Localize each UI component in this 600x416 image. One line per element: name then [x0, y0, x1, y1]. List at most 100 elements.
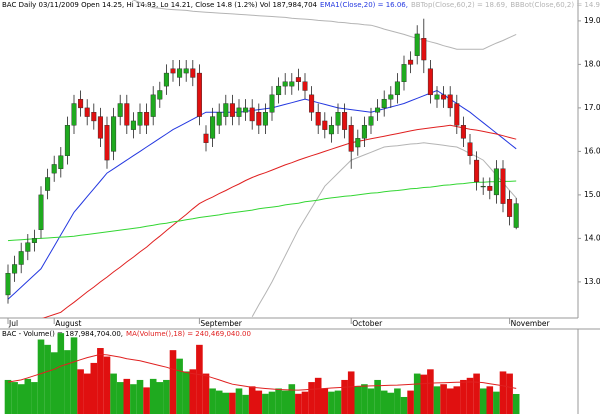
volume-bar — [31, 382, 38, 414]
volume-bar — [288, 384, 296, 414]
volume-bar — [64, 350, 71, 414]
volume-bar — [354, 386, 362, 414]
indicator-line — [7, 180, 517, 242]
volume-bar — [44, 344, 51, 414]
volume-bar — [268, 391, 276, 414]
volume-bar — [512, 393, 520, 414]
candle-body — [31, 238, 37, 243]
candle-body — [414, 33, 420, 56]
candle-body — [276, 85, 282, 96]
volume-bar — [50, 352, 58, 414]
candle-body — [38, 194, 44, 230]
y-tick-label: 18.0 — [584, 59, 600, 68]
volume-bar — [248, 386, 256, 414]
volume-bar — [486, 386, 494, 414]
candle-body — [361, 125, 367, 139]
volume-bar — [235, 388, 243, 414]
volume-bar — [222, 392, 230, 414]
candle-body — [150, 94, 156, 117]
volume-bar — [262, 393, 269, 414]
title: BAC Daily 03/11/2009 Open 14.25, Hi 14.9… — [2, 1, 318, 9]
volume-bar — [394, 388, 401, 414]
volume-bar — [328, 391, 335, 414]
candle-body — [78, 98, 84, 109]
volume-bar — [420, 374, 428, 414]
x-tick-label: October — [352, 319, 383, 328]
candle-body — [51, 164, 57, 174]
y-tick-label: 15.0 — [584, 190, 600, 199]
candle-body — [144, 112, 150, 126]
candle-body — [177, 68, 183, 78]
candle-body — [229, 103, 235, 117]
volume-bar — [427, 369, 434, 414]
candle-body — [454, 103, 460, 126]
volume-bar — [57, 333, 65, 414]
volume-bar — [136, 379, 144, 414]
candle-body — [295, 77, 301, 82]
y-tick-label: 13.0 — [584, 277, 600, 286]
volume-bar — [347, 371, 355, 414]
x-tick-label: November — [511, 319, 551, 328]
volume-bar — [103, 356, 111, 414]
candle-body — [84, 107, 90, 117]
candle-body — [111, 116, 117, 152]
candle-body — [104, 125, 110, 161]
candle-body — [216, 112, 222, 126]
x-tick-label: September — [200, 319, 242, 328]
volume-bar — [493, 391, 500, 414]
volume-bar — [400, 396, 408, 414]
volume-bar — [156, 382, 164, 414]
candle-body — [441, 94, 447, 100]
volume-plot — [4, 333, 520, 414]
candle-body — [289, 81, 295, 87]
price-plot — [5, 0, 519, 318]
volume-bar — [255, 390, 263, 414]
volume-bar — [209, 388, 216, 414]
candle-body — [91, 112, 97, 122]
candle-body — [170, 68, 176, 74]
volume-bar — [215, 390, 223, 414]
volume-bar — [37, 339, 45, 414]
volume-bar — [143, 387, 150, 414]
volume-bar — [17, 384, 25, 414]
volume-bar — [334, 390, 342, 414]
candle-body — [71, 103, 77, 126]
candle-body — [394, 81, 400, 96]
candle-body — [368, 116, 374, 126]
y-tick-label: 14.0 — [584, 233, 600, 242]
candle-body — [282, 81, 288, 87]
candle-body — [223, 103, 229, 117]
volume-header: BAC - Volume() = 187,984,704.00,MA(Volum… — [2, 330, 251, 338]
volume-bar — [281, 390, 289, 414]
volume-bar — [116, 382, 124, 414]
volume-bar — [149, 378, 157, 414]
volume-bar — [83, 373, 91, 414]
x-tick-label: August — [55, 319, 81, 328]
candle-body — [243, 107, 249, 113]
candle-body — [434, 94, 440, 100]
candle-body — [322, 120, 328, 130]
volume-bar — [295, 393, 302, 414]
candle-body — [500, 168, 506, 204]
candle-body — [163, 72, 169, 87]
volume-bar — [374, 379, 381, 414]
candle-body — [328, 125, 334, 135]
candle-body — [130, 120, 136, 130]
legend-entry: BBBot(Close,60,2) = 14.93, — [510, 1, 600, 9]
volume-bar — [70, 337, 78, 414]
candle-body — [348, 125, 354, 152]
legend-entry: BBTop(Close,60,2) = 18.69, — [411, 1, 507, 9]
candle-body — [460, 125, 466, 139]
volume-bar — [361, 384, 368, 414]
candle-body — [262, 112, 268, 126]
y-tick-label: 16.0 — [584, 146, 600, 155]
volume-bar — [163, 379, 170, 414]
candle-body — [467, 142, 473, 156]
candle-body — [190, 68, 196, 78]
volume-bar — [176, 358, 183, 414]
candle-body — [381, 98, 387, 109]
volume-bar — [453, 386, 461, 414]
indicator-line — [7, 353, 517, 391]
volume-bar — [196, 344, 203, 414]
volume-bar — [123, 378, 131, 414]
